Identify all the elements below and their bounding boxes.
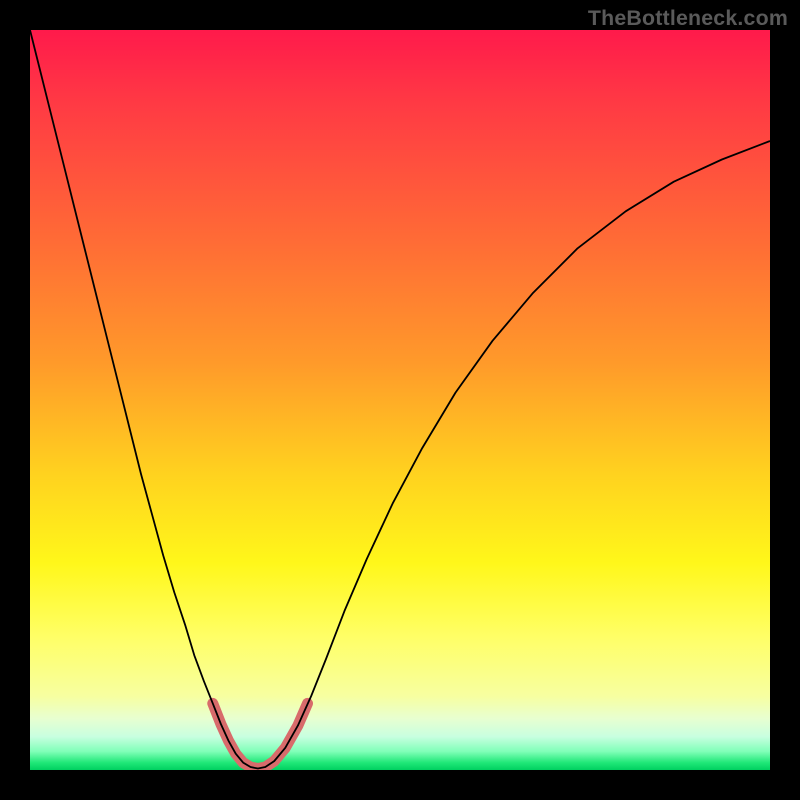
plot-area: [30, 30, 770, 770]
chart-frame: TheBottleneck.com: [0, 0, 800, 800]
watermark-text: TheBottleneck.com: [588, 6, 788, 31]
plot-svg: [30, 30, 770, 770]
gradient-background: [30, 30, 770, 770]
